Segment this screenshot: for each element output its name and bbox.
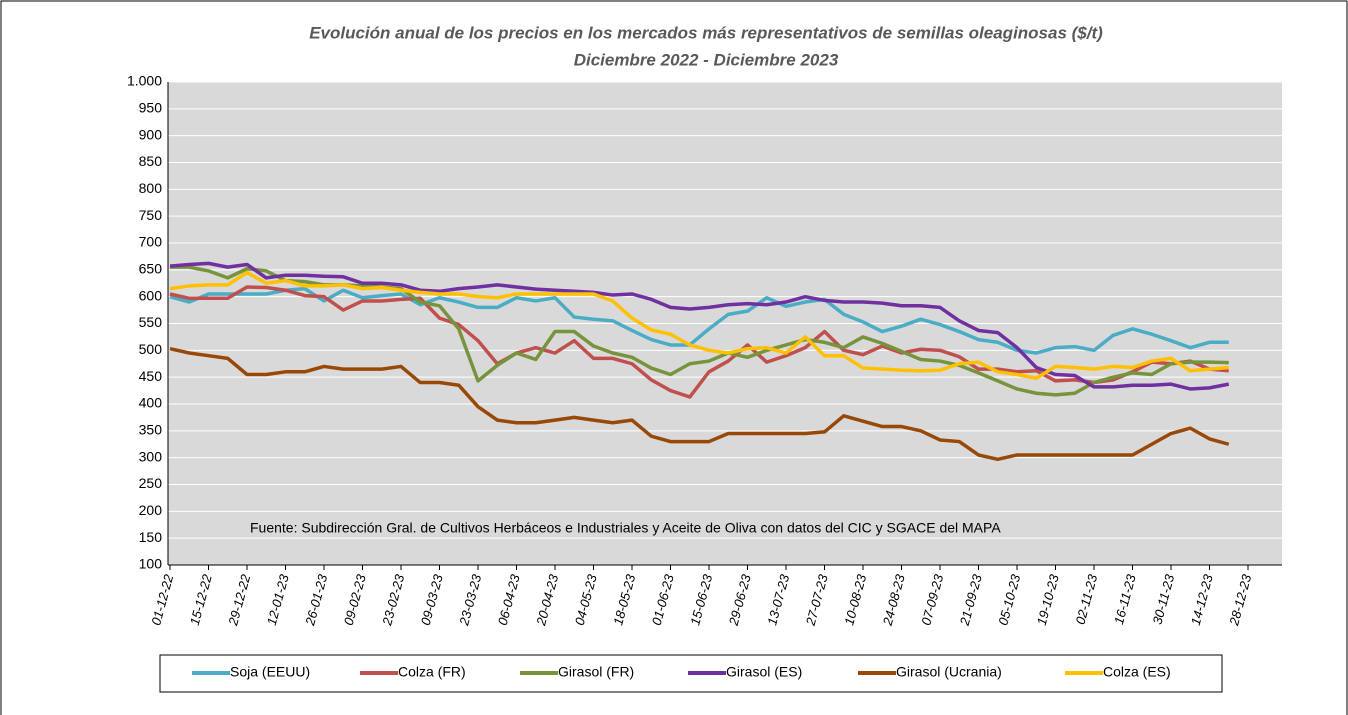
y-tick-label: 250 [139, 475, 163, 491]
y-tick-label: 900 [139, 126, 163, 142]
series-line [169, 286, 1229, 355]
y-tick-label: 450 [139, 368, 163, 384]
series-line [169, 270, 1229, 380]
y-tick-label: 300 [139, 448, 163, 464]
y-tick-label: 100 [139, 556, 163, 572]
y-tick-label: 800 [139, 180, 163, 196]
y-tick-label: 750 [139, 207, 163, 223]
y-tick-label: 700 [139, 234, 163, 250]
y-tick-label: 150 [139, 529, 163, 545]
y-tick-label: 650 [139, 261, 163, 277]
legend-label: Soja (EEUU) [230, 664, 310, 680]
series-line [169, 347, 1230, 462]
legend-label: Colza (FR) [398, 664, 466, 680]
legend-label: Girasol (ES) [726, 664, 802, 680]
chart-title: Evolución anual de los precios en los me… [309, 23, 1103, 42]
legend-label: Colza (ES) [1103, 664, 1171, 680]
chart-subtitle: Diciembre 2022 - Diciembre 2023 [574, 50, 839, 69]
y-tick-label: 850 [139, 153, 163, 169]
legend-label: Girasol (Ucrania) [896, 664, 1002, 680]
y-tick-label: 500 [139, 341, 163, 357]
y-tick-label: 550 [139, 314, 163, 330]
y-tick-label: 600 [139, 287, 163, 303]
annotation: Fuente: Subdirección Gral. de Cultivos H… [250, 520, 1001, 536]
y-tick-label: 400 [139, 395, 163, 411]
series-line [169, 285, 1229, 399]
series-line [169, 261, 1230, 391]
y-tick-label: 950 [139, 100, 163, 116]
legend-label: Girasol (FR) [558, 664, 634, 680]
y-tick-label: 350 [139, 422, 163, 438]
y-tick-label: 1.000 [127, 73, 162, 89]
y-tick-label: 200 [139, 502, 163, 518]
